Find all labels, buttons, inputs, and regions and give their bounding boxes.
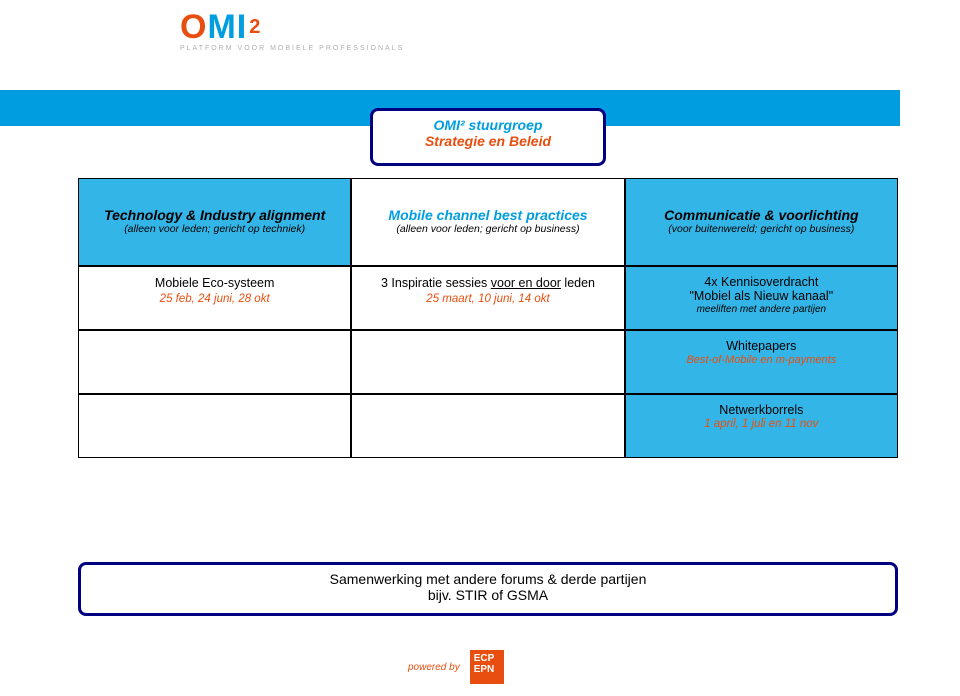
badge-line2: EPN: [474, 664, 500, 675]
r3c3-dates: 1 april, 1 juli en 11 nov: [632, 417, 891, 432]
powered-badge: ECP EPN: [470, 650, 504, 684]
logo-letter-i: I: [237, 8, 247, 47]
r1c2-post: leden: [561, 276, 595, 290]
r1c1-dates: 25 feb, 24 juni, 28 okt: [85, 292, 344, 307]
r1c1-title: Mobiele Eco-systeem: [85, 275, 344, 292]
r2c3-title: Whitepapers: [632, 339, 891, 353]
col1-title: Technology & Industry alignment: [85, 207, 344, 223]
powered-text: powered by: [408, 662, 460, 673]
cell-r1c2: 3 Inspiratie sessies voor en door leden …: [351, 266, 624, 330]
cell-r2c3: Whitepapers Best-of-Mobile en m-payments: [625, 330, 898, 394]
cell-r2c1: [78, 330, 351, 394]
table-header-row: Technology & Industry alignment (alleen …: [78, 178, 898, 266]
col-header-1: Technology & Industry alignment (alleen …: [78, 178, 351, 266]
r1c3-small: meeliften met andere partijen: [632, 303, 891, 316]
logo-wordmark: O M I 2: [180, 8, 404, 47]
logo-letter-o: O: [180, 8, 207, 47]
col-header-3: Communicatie & voorlichting (voor buiten…: [625, 178, 898, 266]
table-row: Netwerkborrels 1 april, 1 juli en 11 nov: [78, 394, 898, 458]
title-box: OMI² stuurgroep Strategie en Beleid: [370, 108, 606, 166]
col3-title: Communicatie & voorlichting: [632, 207, 891, 223]
cell-r1c1: Mobiele Eco-systeem 25 feb, 24 juni, 28 …: [78, 266, 351, 330]
org-table: Technology & Industry alignment (alleen …: [78, 178, 898, 458]
r1c2-dates: 25 maart, 10 juni, 14 okt: [358, 292, 617, 307]
footer-box: Samenwerking met andere forums & derde p…: [78, 562, 898, 616]
badge-line1: ECP: [474, 653, 500, 664]
cell-r3c1: [78, 394, 351, 458]
table-row: Mobiele Eco-systeem 25 feb, 24 juni, 28 …: [78, 266, 898, 330]
logo-superscript: 2: [249, 16, 261, 39]
footer-line1: Samenwerking met andere forums & derde p…: [81, 571, 895, 587]
cell-r2c2: [351, 330, 624, 394]
col2-title: Mobile channel best practices: [358, 207, 617, 223]
logo-subtitle: PLATFORM VOOR MOBIELE PROFESSIONALS: [180, 45, 404, 52]
logo: O M I 2 PLATFORM VOOR MOBIELE PROFESSION…: [180, 8, 404, 52]
r1c3-line2: "Mobiel als Nieuw kanaal": [632, 289, 891, 303]
col1-sub: (alleen voor leden; gericht op techniek): [85, 223, 344, 237]
r1c2-pre: 3 Inspiratie sessies: [381, 276, 491, 290]
cell-r3c2: [351, 394, 624, 458]
r1c2-ul: voor en door: [491, 276, 561, 290]
powered-by: powered by ECP EPN: [408, 650, 504, 684]
r1c2-title: 3 Inspiratie sessies voor en door leden: [358, 275, 617, 292]
logo-letter-m: M: [207, 8, 236, 47]
col2-sub: (alleen voor leden; gericht op business): [358, 223, 617, 237]
cell-r1c3: 4x Kennisoverdracht "Mobiel als Nieuw ka…: [625, 266, 898, 330]
r3c3-title: Netwerkborrels: [632, 403, 891, 417]
r1c3-line1: 4x Kennisoverdracht: [632, 275, 891, 289]
footer-line2: bijv. STIR of GSMA: [81, 587, 895, 603]
col3-sub: (voor buitenwereld; gericht op business): [632, 223, 891, 237]
table-row: Whitepapers Best-of-Mobile en m-payments: [78, 330, 898, 394]
cell-r3c3: Netwerkborrels 1 april, 1 juli en 11 nov: [625, 394, 898, 458]
title-line2: Strategie en Beleid: [373, 133, 603, 149]
title-line1: OMI² stuurgroep: [373, 117, 603, 133]
col-header-2: Mobile channel best practices (alleen vo…: [351, 178, 624, 266]
r2c3-orange: Best-of-Mobile en m-payments: [632, 353, 891, 367]
